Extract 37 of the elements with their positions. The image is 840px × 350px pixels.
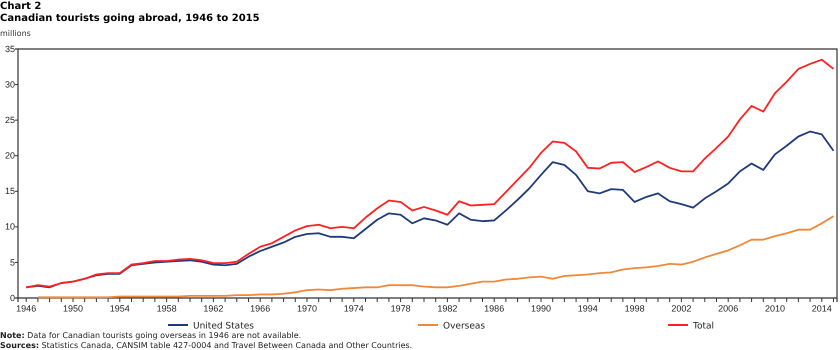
x-tick-label: 2010	[764, 303, 786, 314]
x-tick-label: 1978	[390, 303, 411, 314]
y-tick-label: 30	[4, 79, 15, 90]
y-tick-label: 20	[4, 150, 15, 161]
chart-subtitle: Canadian tourists going abroad, 1946 to 2015	[0, 13, 260, 24]
x-tick-label: 1994	[578, 303, 598, 314]
x-tick-label: 1950	[62, 303, 84, 314]
x-tick-label: 1990	[530, 303, 552, 314]
line-series	[25, 130, 834, 288]
y-tick-label: 5	[10, 257, 15, 268]
y-tick-label: 15	[4, 186, 15, 196]
x-tick-label: 1986	[484, 303, 504, 314]
x-tick-label: 2014	[812, 303, 832, 314]
line-series	[36, 215, 834, 298]
legend-label: United States	[193, 322, 254, 332]
line-series	[25, 58, 834, 288]
x-tick-label: 1954	[110, 303, 130, 314]
x-tick-label: 1982	[437, 303, 458, 314]
x-tick-label: 1962	[203, 303, 224, 314]
x-tick-label: 1970	[296, 303, 318, 314]
y-axis-title: millions	[0, 29, 31, 38]
y-tick-label: 35	[4, 44, 15, 54]
y-tick-label: 25	[4, 115, 15, 126]
x-tick-label: 1946	[16, 303, 36, 314]
chart-title: Chart 2	[0, 1, 42, 12]
y-tick-label: 10	[4, 222, 15, 232]
source-note: Sources: Statistics Canada, CANSIM table 427-0004 and Travel Between Canada and Other Countries.	[0, 341, 412, 350]
legend-label: Total	[692, 322, 714, 332]
x-tick-label: 2006	[718, 303, 738, 314]
x-tick-label: 2002	[671, 303, 692, 314]
y-tick-label: 0	[10, 292, 15, 303]
x-tick-label: 1966	[250, 303, 270, 314]
text: Note: Data for Canadian tourists going overseas in 1946 are not available.	[0, 331, 302, 340]
x-tick-label: 1958	[156, 303, 177, 314]
x-tick-label: 1998	[624, 303, 645, 314]
x-tick-label: 1974	[344, 303, 364, 314]
legend-label: Overseas	[443, 322, 486, 332]
